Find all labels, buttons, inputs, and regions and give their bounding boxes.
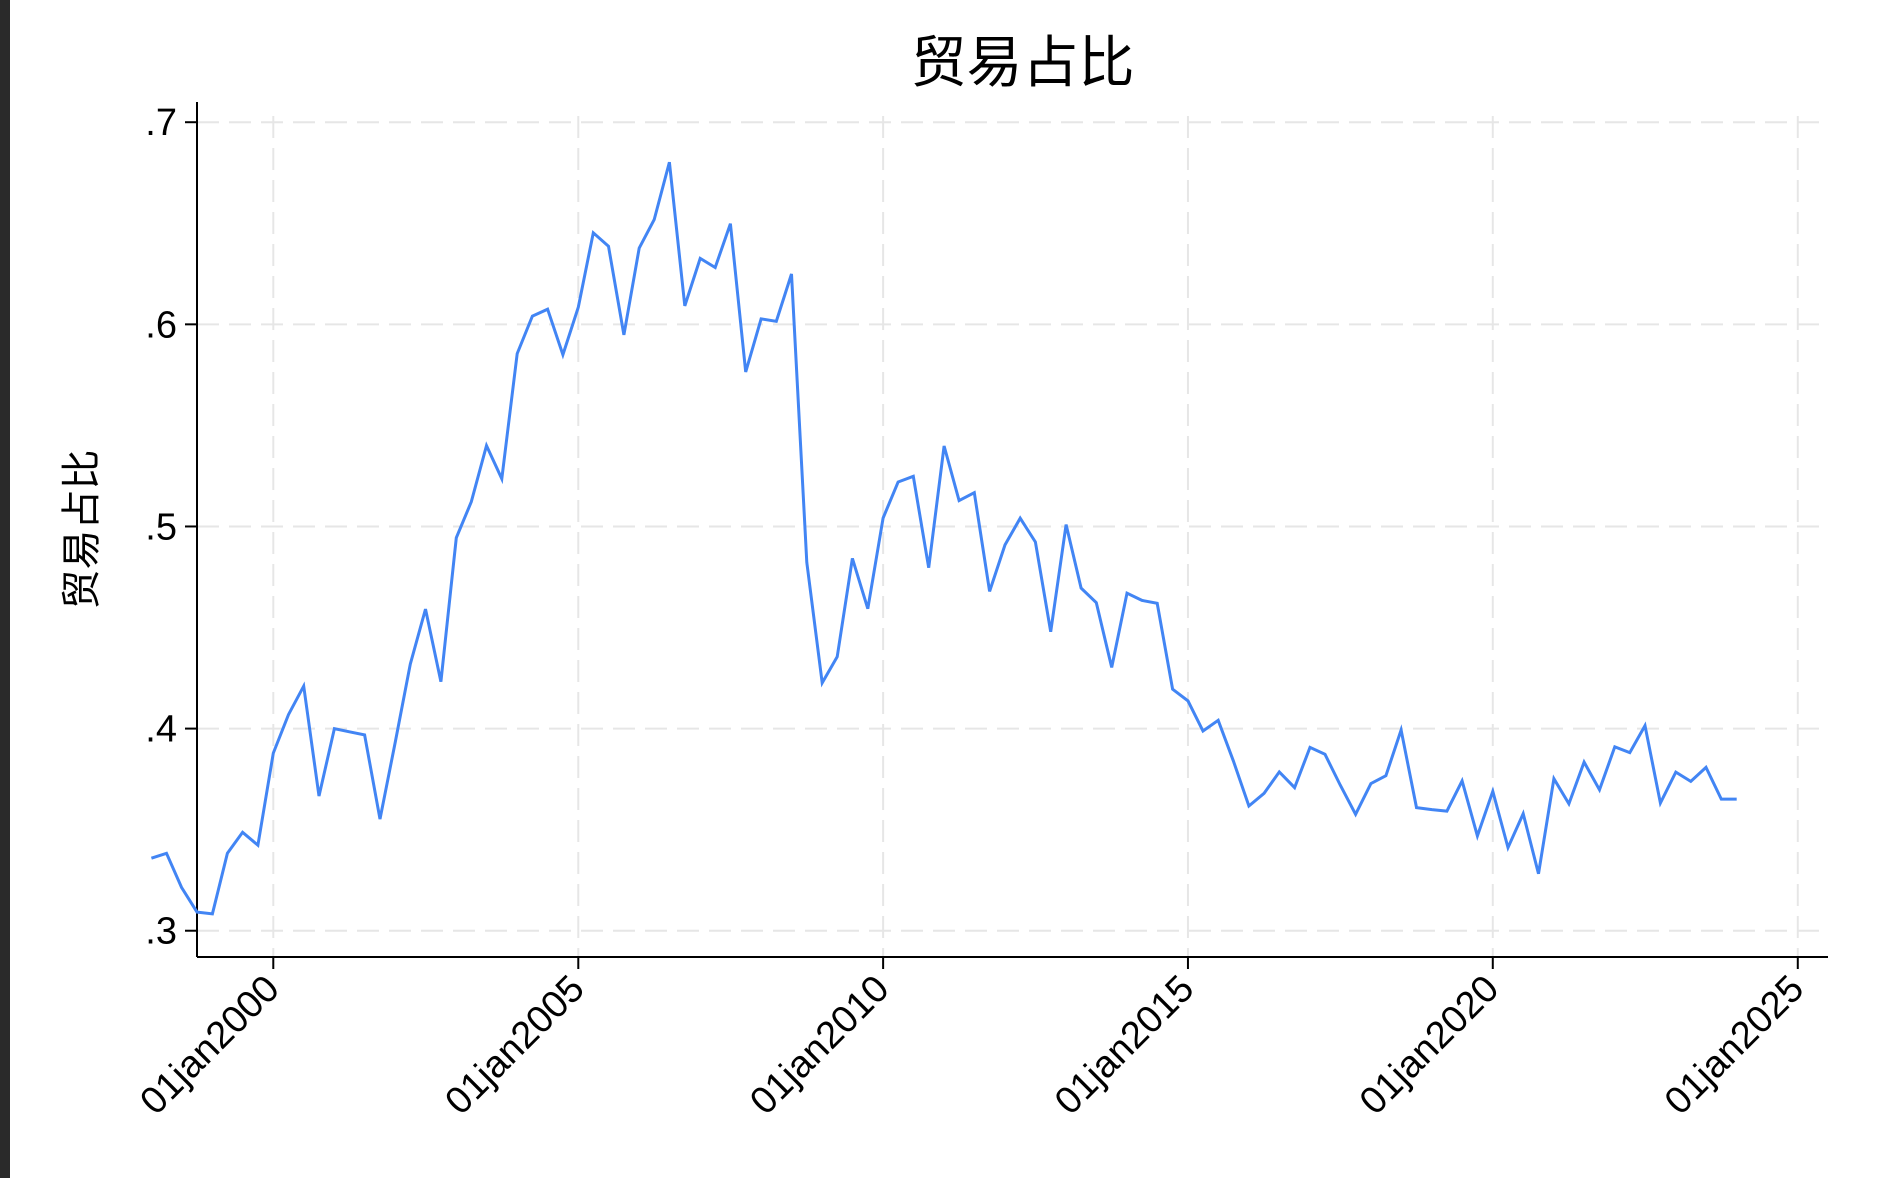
y-tick-label: .6 xyxy=(145,304,177,346)
y-tick-label: .4 xyxy=(145,709,177,751)
x-tick-label: 01jan2015 xyxy=(1047,968,1202,1123)
x-tick-label: 01jan2005 xyxy=(437,968,592,1123)
axes xyxy=(196,102,1828,958)
series-line xyxy=(150,161,1737,916)
x-tick-label: 01jan2000 xyxy=(132,968,287,1123)
y-axis-label: 贸易占比 xyxy=(60,450,104,610)
x-tick-label: 01jan2020 xyxy=(1352,968,1507,1123)
y-tick-label: .3 xyxy=(145,911,177,953)
x-tick-label: 01jan2010 xyxy=(742,968,897,1123)
y-tick-label: .7 xyxy=(145,102,177,144)
chart-panel: .3.4.5.6.7 01jan2000 01jan2005 01jan2010 01… xyxy=(10,0,1878,1178)
x-axis-ticks: 01jan2000 01jan2005 01jan2010 01jan2015 01ja… xyxy=(132,957,1812,1123)
series-lines xyxy=(150,161,1737,916)
grid-lines xyxy=(197,116,1822,957)
y-tick-label: .5 xyxy=(145,506,177,548)
x-tick-label: 01jan2025 xyxy=(1657,968,1812,1123)
y-axis-ticks: .3 .4 .5 .6 .7 xyxy=(145,102,197,953)
line-chart: .3.4.5.6.7 01jan2000 01jan2005 01jan2010 01… xyxy=(60,31,1828,1123)
chart-title: 贸易占比 xyxy=(911,31,1135,94)
